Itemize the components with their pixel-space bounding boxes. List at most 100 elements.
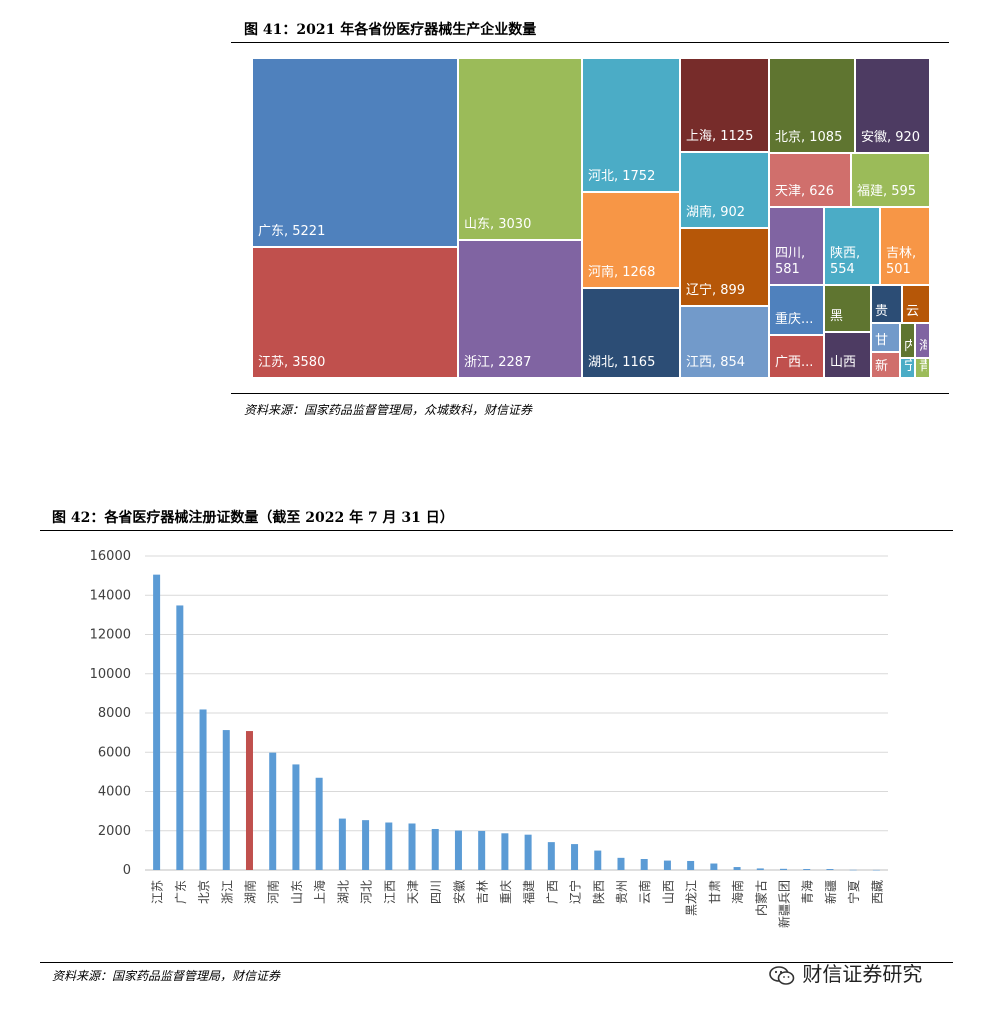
y-tick-label: 4000 [98,785,131,800]
x-tick-label: 湖北 [335,880,350,904]
bar [153,574,161,870]
bar [710,863,718,870]
treemap-tile-label: 北京, 1085 [775,130,843,145]
treemap-tile: 广西... [769,335,824,378]
y-tick-label: 2000 [98,824,131,839]
bar [640,859,648,870]
figure-41-bottom-rule [231,393,949,394]
x-tick-label: 海南 [730,880,745,904]
treemap-tile-label: 海 [919,339,927,355]
treemap-tile: 甘 [871,323,900,352]
figure-42-bottom-rule [40,962,953,963]
x-tick-label: 陕西 [591,880,606,904]
treemap-tile: 天津, 626 [769,153,851,207]
treemap-tile-label: 吉林, 501 [886,246,917,277]
bar [315,777,323,870]
x-tick-label: 湖南 [242,880,257,904]
treemap-tile: 宁 [900,358,915,378]
x-tick-label: 河北 [360,880,374,904]
treemap-tile-label: 湖北, 1165 [588,355,656,370]
treemap-tile: 山东, 3030 [458,58,582,240]
x-tick-label: 福建 [521,880,536,904]
figure-42-source: 资料来源：国家药品监督管理局，财信证券 [52,969,281,983]
bar [780,868,788,870]
treemap-tile-label: 贵 [875,304,889,319]
treemap-tile-label: 河南, 1268 [588,265,656,280]
treemap-tile: 云 [902,285,930,323]
treemap-tile-label: 青 [919,359,927,375]
treemap-tile: 广东, 5221 [252,58,458,247]
treemap-tile: 黑 [824,285,871,332]
watermark-text: 财信证券研究 [802,962,923,986]
treemap-tile-label: 云 [906,304,920,319]
x-tick-label: 西藏 [870,880,884,904]
bar-chart: 0200040006000800010000120001400016000江苏广… [90,549,888,928]
bar [803,869,811,870]
figure-41-top-rule [231,42,949,43]
x-tick-label: 四川 [429,880,443,904]
treemap-tile: 上海, 1125 [680,58,769,152]
treemap-tile-label: 天津, 626 [775,184,835,199]
bar [222,730,230,870]
bar [385,822,393,870]
treemap-tile-label: 江苏, 3580 [258,355,326,370]
treemap-tile-label: 新 [875,359,889,374]
x-tick-label: 河南 [266,880,281,904]
y-tick-label: 8000 [98,706,131,721]
bar [478,830,486,870]
y-tick-label: 14000 [90,588,131,603]
y-tick-label: 12000 [90,628,131,643]
bar [663,860,671,870]
x-tick-label: 安徽 [451,880,466,904]
treemap-tile-label: 广西... [775,355,814,370]
y-tick-label: 16000 [90,549,131,564]
bar [269,752,277,870]
treemap-tile: 辽宁, 899 [680,228,769,306]
x-tick-label: 北京 [197,880,211,904]
treemap-tile: 内 [900,323,915,358]
treemap-tile: 重庆... [769,285,824,335]
treemap-tile: 海 [915,323,930,358]
x-tick-label: 重庆 [499,880,513,904]
treemap-tile: 湖北, 1165 [582,288,680,378]
bar [733,867,741,870]
treemap-tile: 吉林, 501 [880,207,930,285]
treemap-chart: 广东, 5221 江苏, 3580 山东, 3030 浙江, 2287 河北, 1752… [252,58,930,378]
x-tick-label: 广东 [174,880,188,904]
bar [292,764,300,870]
bar [826,869,834,870]
x-tick-label: 天津 [406,880,420,904]
bar [571,844,579,870]
x-tick-label: 广西 [545,880,559,904]
treemap-tile: 四川, 581 [769,207,824,285]
x-tick-label: 山东 [290,880,304,904]
treemap-tile: 青 [915,358,930,378]
treemap-tile: 福建, 595 [851,153,930,207]
bar [362,820,370,870]
bar [687,860,695,870]
x-tick-label: 黑龙江 [685,880,699,916]
treemap-tile: 湖南, 902 [680,152,769,228]
bar [849,869,857,871]
treemap-tile-label: 湖南, 902 [686,205,746,220]
treemap-tile-label: 安徽, 920 [861,130,921,145]
treemap-tile-label: 山东, 3030 [464,217,532,232]
bar [617,857,625,870]
bar [594,850,602,870]
x-tick-label: 云南 [637,880,652,904]
treemap-tile-label: 上海, 1125 [686,129,754,144]
x-tick-label: 吉林 [476,880,490,904]
treemap-tile: 新 [871,352,900,378]
y-tick-label: 0 [123,863,131,878]
treemap-tile-label: 内 [904,339,912,355]
treemap-tile: 山西 [824,332,871,378]
treemap-tile-label: 宁 [904,359,912,375]
bar [431,828,439,870]
watermark: 财信证券研究 [768,958,922,987]
treemap-tile: 浙江, 2287 [458,240,582,378]
treemap-tile-label: 河北, 1752 [588,169,656,184]
treemap-tile: 贵 [871,285,902,323]
bar [199,709,207,870]
x-tick-label: 新疆 [823,880,838,904]
treemap-tile-label: 陕西, 554 [830,246,861,277]
